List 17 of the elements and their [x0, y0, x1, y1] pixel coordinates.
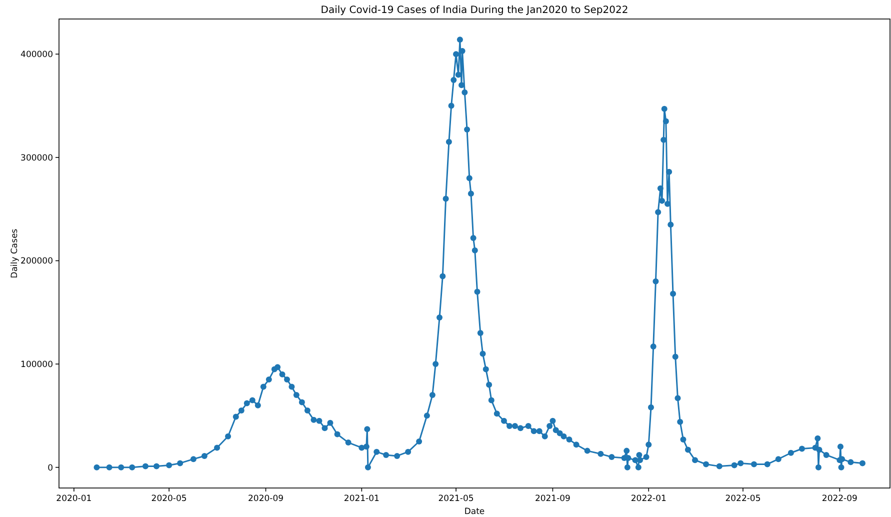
x-tick-label: 2020-05 [151, 494, 187, 504]
chart-title: Daily Covid-19 Cases of India During the Jan2020 to Sep2022 [320, 5, 628, 16]
y-tick-label: 300000 [20, 153, 53, 164]
y-tick-label: 0 [48, 463, 53, 474]
x-tick-label: 2022-01 [630, 494, 666, 504]
y-tick-label: 100000 [20, 360, 53, 370]
x-tick-label: 2021-09 [534, 494, 570, 504]
y-tick-label: 200000 [20, 256, 53, 267]
y-tick-label: 400000 [20, 50, 53, 60]
x-axis-title: Date [464, 507, 485, 517]
x-tick-label: 2021-05 [438, 494, 474, 504]
x-tick-label: 2021-01 [344, 494, 380, 504]
x-tick-label: 2022-05 [725, 494, 761, 504]
y-axis-title: Daily Cases [10, 228, 20, 278]
x-tick-label: 2020-01 [56, 494, 92, 504]
x-tick-label: 2022-09 [822, 494, 858, 504]
x-tick-label: 2020-09 [248, 494, 284, 504]
